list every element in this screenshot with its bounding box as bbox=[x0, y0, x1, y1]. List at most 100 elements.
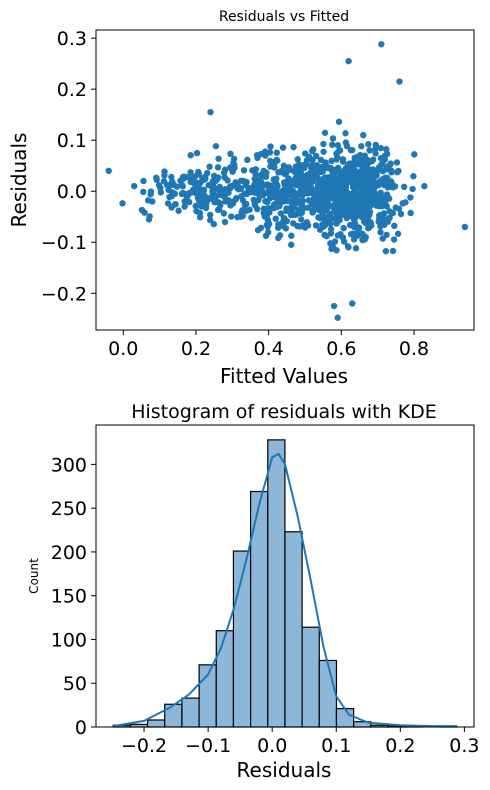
scatter-point bbox=[367, 198, 375, 206]
scatter-point bbox=[375, 193, 383, 201]
scatter-point bbox=[397, 210, 405, 218]
scatter-point bbox=[288, 241, 295, 248]
scatter-point bbox=[400, 183, 408, 191]
scatter-point bbox=[275, 193, 283, 201]
scatter-point bbox=[240, 167, 248, 174]
scatter-point bbox=[207, 108, 214, 116]
scatter-point bbox=[319, 221, 326, 228]
scatter-point bbox=[227, 150, 234, 158]
scatter-point bbox=[273, 149, 280, 156]
scatter-point bbox=[380, 181, 388, 189]
y-tick-label: 0 bbox=[75, 717, 87, 739]
scatter-point bbox=[272, 215, 279, 222]
scatter-point bbox=[298, 172, 306, 179]
scatter-point bbox=[342, 139, 350, 146]
scatter-point bbox=[220, 192, 227, 200]
scatter-point bbox=[297, 216, 305, 223]
scatter-point bbox=[280, 193, 287, 200]
scatter-point bbox=[282, 225, 290, 232]
histogram-bar bbox=[335, 708, 355, 728]
scatter-point bbox=[161, 168, 168, 175]
scatter-point bbox=[234, 213, 241, 221]
scatter-point bbox=[252, 171, 259, 178]
scatter-point bbox=[285, 164, 292, 171]
scatter-point bbox=[234, 182, 241, 189]
scatter-point bbox=[388, 180, 396, 188]
scatter-point bbox=[331, 166, 339, 174]
kde-curve bbox=[113, 452, 457, 728]
scatter-point bbox=[275, 221, 282, 228]
scatter-point bbox=[254, 205, 261, 213]
scatter-point bbox=[359, 236, 366, 244]
scatter-point bbox=[288, 200, 296, 208]
scatter-point bbox=[334, 142, 342, 149]
scatter-point bbox=[363, 175, 371, 182]
scatter-point bbox=[379, 168, 386, 175]
scatter-point bbox=[367, 219, 374, 226]
scatter-point bbox=[330, 302, 338, 310]
scatter-point bbox=[334, 232, 342, 239]
scatter-point bbox=[329, 141, 336, 148]
scatter-point bbox=[181, 203, 188, 210]
scatter-point bbox=[334, 188, 342, 196]
scatter-point bbox=[389, 247, 397, 255]
scatter-point bbox=[194, 194, 202, 202]
scatter-point bbox=[324, 164, 331, 172]
scatter-point bbox=[320, 196, 328, 204]
scatter-point bbox=[315, 176, 323, 183]
scatter-point bbox=[217, 202, 224, 209]
scatter-point bbox=[322, 159, 329, 166]
scatter-point bbox=[328, 157, 335, 165]
y-tick-label: 100 bbox=[51, 629, 87, 651]
scatter-point bbox=[333, 209, 340, 216]
scatter-point bbox=[349, 300, 356, 307]
scatter-point bbox=[323, 201, 330, 209]
scatter-point bbox=[192, 202, 199, 210]
scatter-point bbox=[410, 173, 417, 180]
scatter-point bbox=[292, 174, 299, 182]
scatter-point bbox=[349, 230, 356, 237]
scatter-point bbox=[302, 184, 309, 192]
scatter-point bbox=[207, 182, 215, 189]
scatter-point bbox=[285, 183, 292, 191]
scatter-point bbox=[163, 181, 171, 189]
histogram-axes: −0.2 −0.1 0.0 0.1 0.2 0.3 0 50 100 150 200 250 300 bbox=[51, 424, 479, 757]
scatter-point bbox=[278, 198, 285, 205]
scatter-point bbox=[276, 168, 284, 176]
scatter-point bbox=[242, 207, 250, 214]
scatter-point bbox=[171, 190, 178, 197]
scatter-point bbox=[329, 214, 337, 222]
scatter-point bbox=[393, 159, 401, 166]
scatter-point bbox=[297, 187, 304, 194]
scatter-point bbox=[328, 245, 335, 253]
scatter-point bbox=[341, 167, 348, 174]
scatter-point bbox=[327, 220, 334, 227]
scatter-point bbox=[245, 185, 252, 192]
scatter-point bbox=[220, 169, 228, 176]
scatter-point bbox=[355, 227, 362, 234]
histogram-ylabel: Count bbox=[27, 558, 41, 594]
scatter-point bbox=[206, 163, 213, 170]
scatter-point bbox=[320, 208, 327, 216]
scatter-point bbox=[282, 171, 289, 178]
x-tick-label: −0.2 bbox=[121, 735, 167, 757]
scatter-point bbox=[345, 57, 352, 65]
y-tick-label: 0.1 bbox=[57, 130, 87, 152]
scatter-point bbox=[309, 168, 317, 175]
scatter-point bbox=[146, 213, 153, 220]
scatter-point bbox=[344, 162, 352, 169]
scatter-point bbox=[280, 214, 288, 222]
scatter-point bbox=[298, 165, 306, 173]
y-tick-label: 300 bbox=[51, 454, 87, 476]
scatter-point bbox=[196, 214, 204, 221]
scatter-point bbox=[179, 174, 187, 181]
scatter-point bbox=[353, 169, 360, 177]
x-tick-label: 0.4 bbox=[254, 338, 284, 360]
scatter-point bbox=[361, 162, 369, 169]
x-tick-label: 0.8 bbox=[399, 338, 429, 360]
scatter-point bbox=[256, 193, 263, 200]
scatter-point bbox=[210, 220, 218, 228]
scatter-point bbox=[327, 230, 335, 237]
scatter-point bbox=[331, 182, 339, 189]
x-tick-label: 0.3 bbox=[449, 735, 479, 757]
